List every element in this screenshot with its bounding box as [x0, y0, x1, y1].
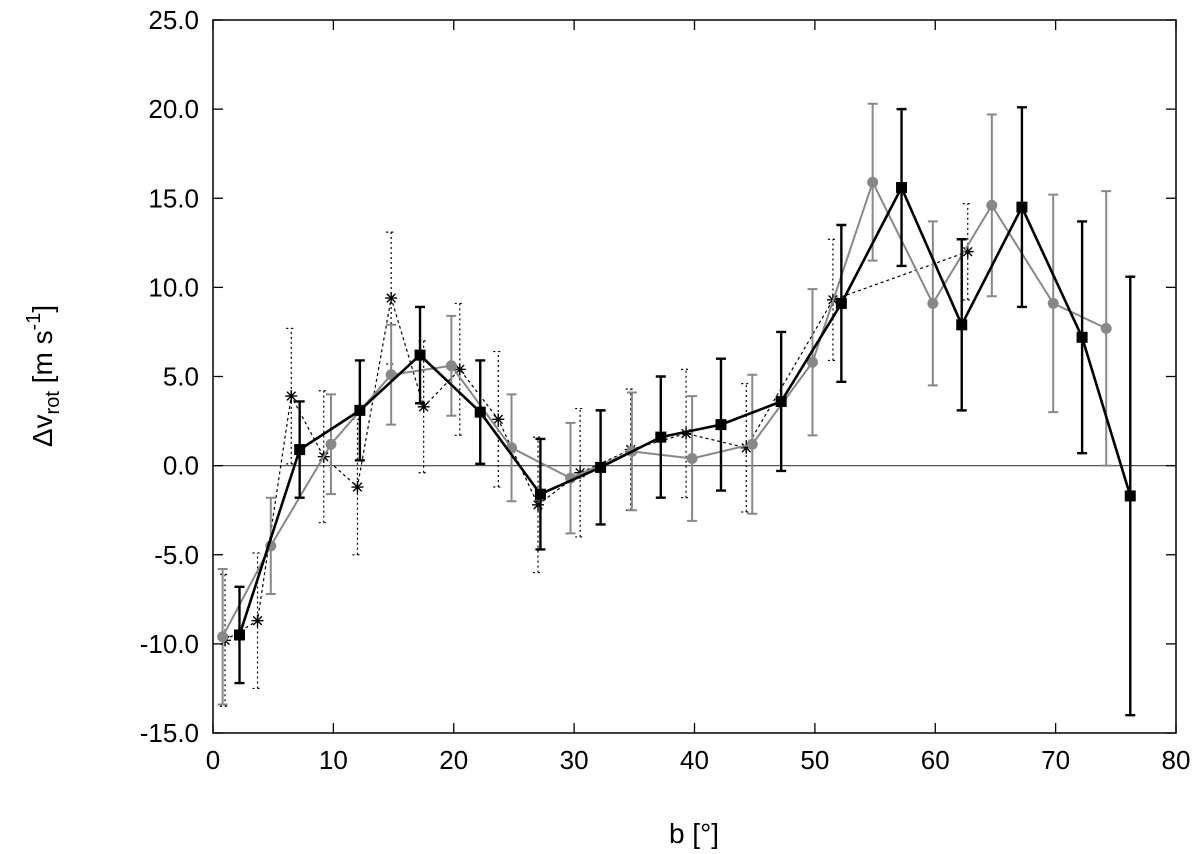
data-point — [534, 488, 546, 500]
data-point — [1124, 490, 1136, 502]
error-bar — [493, 350, 504, 488]
data-point — [285, 390, 298, 403]
y-axis-title-units: [m s — [27, 330, 58, 391]
data-point — [251, 614, 264, 627]
x-tick-label: 10 — [319, 745, 348, 775]
y-axis-title-units-close: ] — [27, 305, 58, 313]
data-point — [867, 176, 879, 188]
data-point — [492, 413, 505, 426]
error-bar — [575, 407, 586, 538]
series-line — [238, 186, 1132, 636]
data-point — [532, 498, 545, 511]
data-point — [986, 199, 998, 211]
data-point — [414, 349, 426, 361]
data-point — [233, 629, 245, 641]
error-bar — [533, 436, 544, 574]
data-point — [806, 356, 818, 368]
series-square — [233, 106, 1136, 717]
data-point — [746, 438, 758, 450]
data-point — [655, 431, 667, 443]
data-point — [294, 444, 306, 456]
x-tick-label: 20 — [439, 745, 468, 775]
y-tick-label: 5.0 — [163, 362, 199, 392]
plot-frame — [212, 19, 1177, 734]
x-tick-label: 40 — [680, 745, 709, 775]
x-tick-label: 0 — [206, 745, 220, 775]
series-circle — [217, 102, 1112, 706]
y-tick-label: 0.0 — [163, 451, 199, 481]
x-axis-title: b [°] — [669, 818, 719, 849]
data-point — [1047, 297, 1059, 309]
x-tick-label: 60 — [921, 745, 950, 775]
data-point — [595, 461, 607, 473]
y-tick-label: -10.0 — [140, 629, 199, 659]
y-tick-label: 20.0 — [148, 94, 199, 124]
data-point — [474, 406, 486, 418]
y-tick-label: 15.0 — [148, 183, 199, 213]
error-bar — [681, 368, 692, 499]
data-point — [453, 363, 466, 376]
y-axis-title-subscript: rot — [42, 391, 64, 415]
x-tick-label: 80 — [1162, 745, 1191, 775]
y-axis-title-main: Δv — [27, 414, 58, 447]
error-bar — [741, 383, 752, 513]
data-point — [385, 292, 398, 305]
error-bar — [962, 202, 973, 301]
data-point — [956, 319, 968, 331]
data-point — [835, 297, 847, 309]
data-point — [927, 297, 939, 309]
data-point — [351, 481, 364, 494]
data-point — [1100, 322, 1112, 334]
series-star — [219, 202, 974, 707]
data-point — [574, 466, 587, 479]
data-point — [896, 182, 908, 194]
data-point — [445, 360, 457, 372]
y-tick-label: -15.0 — [140, 718, 199, 748]
data-point — [775, 395, 787, 407]
data-point — [680, 427, 693, 440]
series-line — [224, 251, 969, 641]
data-point — [1076, 331, 1088, 343]
x-tick-label: 70 — [1041, 745, 1070, 775]
data-point — [961, 245, 974, 258]
data-point — [686, 452, 698, 464]
x-tick-label: 50 — [800, 745, 829, 775]
data-point — [217, 631, 229, 643]
data-point — [325, 438, 337, 450]
data-point — [417, 400, 430, 413]
x-tick-label: 30 — [560, 745, 589, 775]
y-tick-label: -5.0 — [154, 540, 199, 570]
y-tick-label: 25.0 — [148, 5, 199, 35]
y-axis-title: Δvrot [m s-1] — [23, 305, 64, 447]
data-point — [1016, 201, 1028, 213]
error-bar — [286, 327, 297, 465]
error-bar — [352, 418, 363, 556]
y-axis-title-superscript: -1 — [23, 313, 45, 331]
y-tick-label: 10.0 — [148, 272, 199, 302]
data-point — [740, 441, 753, 454]
data-point — [715, 419, 727, 431]
data-point — [354, 404, 366, 416]
error-bar — [252, 552, 263, 690]
